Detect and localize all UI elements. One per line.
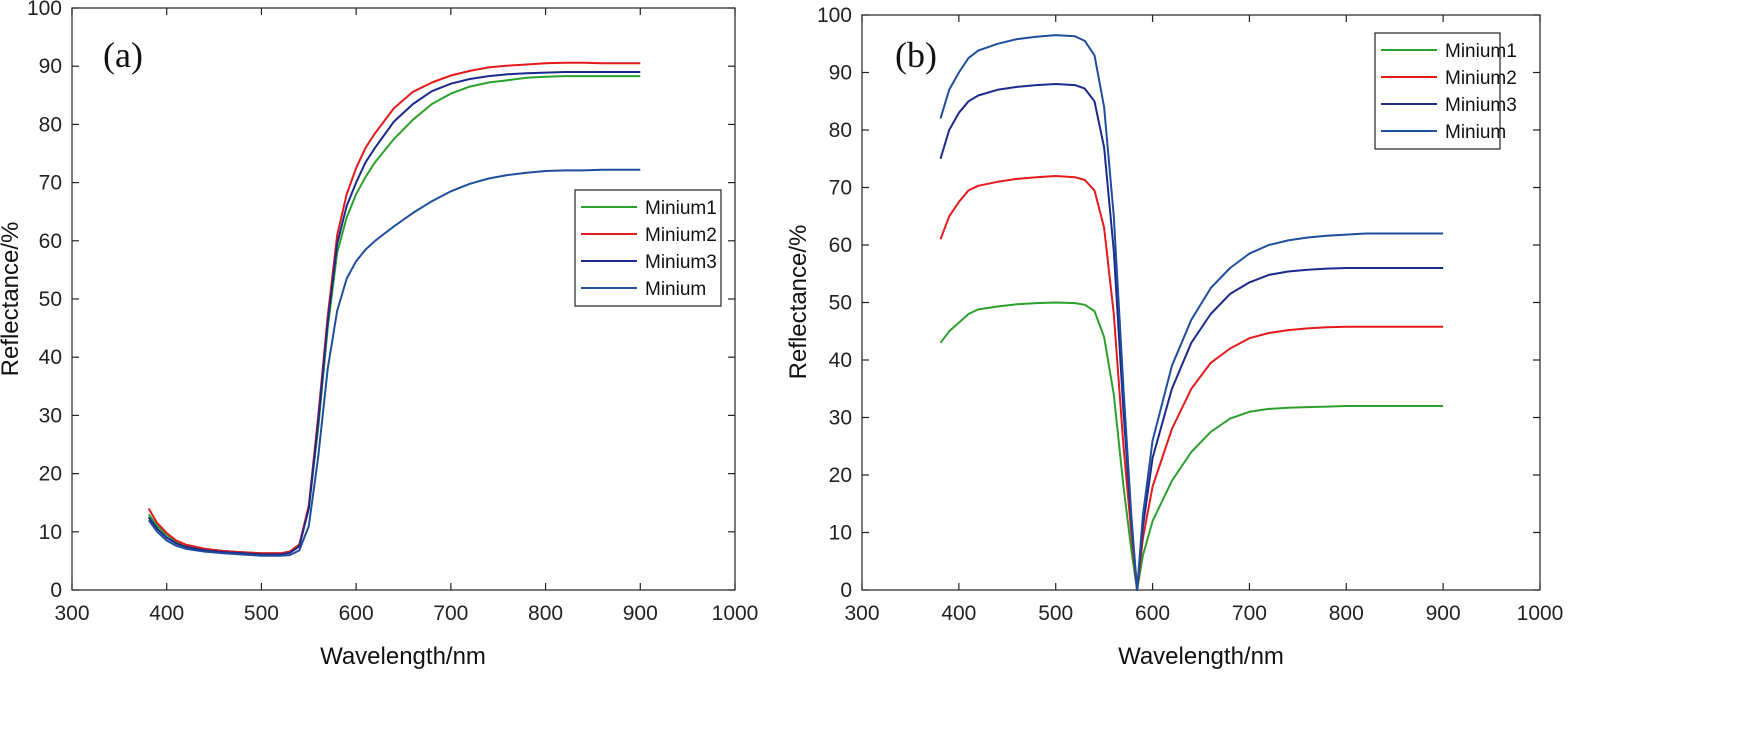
legend-label-minium3: Minium3 xyxy=(645,252,717,273)
y-tick-label: 20 xyxy=(39,463,62,486)
x-tick-label: 600 xyxy=(339,602,374,625)
y-tick-label: 40 xyxy=(39,346,62,369)
y-tick-label: 30 xyxy=(39,404,62,427)
y-axis-title: Reflectance/% xyxy=(785,225,812,380)
y-tick-label: 50 xyxy=(829,292,852,315)
y-tick-label: 30 xyxy=(829,407,852,430)
y-tick-label: 20 xyxy=(829,464,852,487)
x-tick-label: 300 xyxy=(844,602,879,625)
x-tick-label: 800 xyxy=(1329,602,1364,625)
y-tick-label: 100 xyxy=(817,4,852,27)
x-tick-label: 900 xyxy=(1426,602,1461,625)
chart-panel-a: 300 400 500 600 700 800 900 1000 0 10 20 30 40 50 60 70… xyxy=(0,0,758,670)
x-tick-label: 500 xyxy=(244,602,279,625)
y-tick-label: 0 xyxy=(50,579,62,602)
chart-panel-b: 300 400 500 600 700 800 900 1000 0 10 20 30 40 50 60 70… xyxy=(785,4,1563,670)
y-tick-label: 60 xyxy=(39,230,62,253)
y-tick-label: 100 xyxy=(27,0,62,20)
y-tick-label: 60 xyxy=(829,234,852,257)
legend-label-minium2: Minium2 xyxy=(1445,68,1517,89)
x-tick-label: 700 xyxy=(433,602,468,625)
y-tick-label: 90 xyxy=(39,55,62,78)
y-tick-label: 10 xyxy=(829,522,852,545)
x-tick-label: 400 xyxy=(941,602,976,625)
y-tick-label: 90 xyxy=(829,62,852,85)
panel-label: (a) xyxy=(103,35,143,75)
x-tick-label: 300 xyxy=(54,602,89,625)
y-tick-label: 80 xyxy=(39,113,62,136)
x-tick-label: 600 xyxy=(1135,602,1170,625)
legend: Minium1 Minium2 Minium3 Minium xyxy=(574,189,722,307)
y-tick-label: 0 xyxy=(840,579,852,602)
x-tick-label: 700 xyxy=(1232,602,1267,625)
x-axis-title: Wavelength/nm xyxy=(320,643,486,670)
legend-label-minium2: Minium2 xyxy=(645,225,717,246)
series-line-minium2 xyxy=(147,61,641,555)
x-tick-label: 1000 xyxy=(712,602,759,625)
series-line-minium3 xyxy=(147,71,641,556)
y-tick-label: 10 xyxy=(39,521,62,544)
x-tick-label: 800 xyxy=(528,602,563,625)
series-line-minium xyxy=(147,168,641,557)
y-tick-label: 70 xyxy=(39,172,62,195)
y-axis-title: Reflectance/% xyxy=(0,222,24,377)
legend-label-minium: Minium xyxy=(645,279,706,300)
legend-box xyxy=(1374,32,1501,150)
legend-box xyxy=(574,189,722,307)
legend-label-minium: Minium xyxy=(1445,122,1506,143)
x-tick-label: 400 xyxy=(149,602,184,625)
legend: Minium1 Minium2 Minium3 Minium xyxy=(1374,32,1517,150)
series-line-minium xyxy=(939,34,1444,591)
x-tick-label: 1000 xyxy=(1517,602,1564,625)
x-tick-label: 500 xyxy=(1038,602,1073,625)
y-tick-label: 70 xyxy=(829,177,852,200)
legend-label-minium1: Minium1 xyxy=(1445,41,1517,62)
legend-label-minium1: Minium1 xyxy=(645,198,717,219)
panel-label: (b) xyxy=(895,35,937,75)
legend-label-minium3: Minium3 xyxy=(1445,95,1517,116)
y-tick-label: 50 xyxy=(39,288,62,311)
x-axis-title: Wavelength/nm xyxy=(1118,643,1284,670)
y-tick-label: 40 xyxy=(829,349,852,372)
y-tick-label: 80 xyxy=(829,119,852,142)
x-tick-label: 900 xyxy=(623,602,658,625)
